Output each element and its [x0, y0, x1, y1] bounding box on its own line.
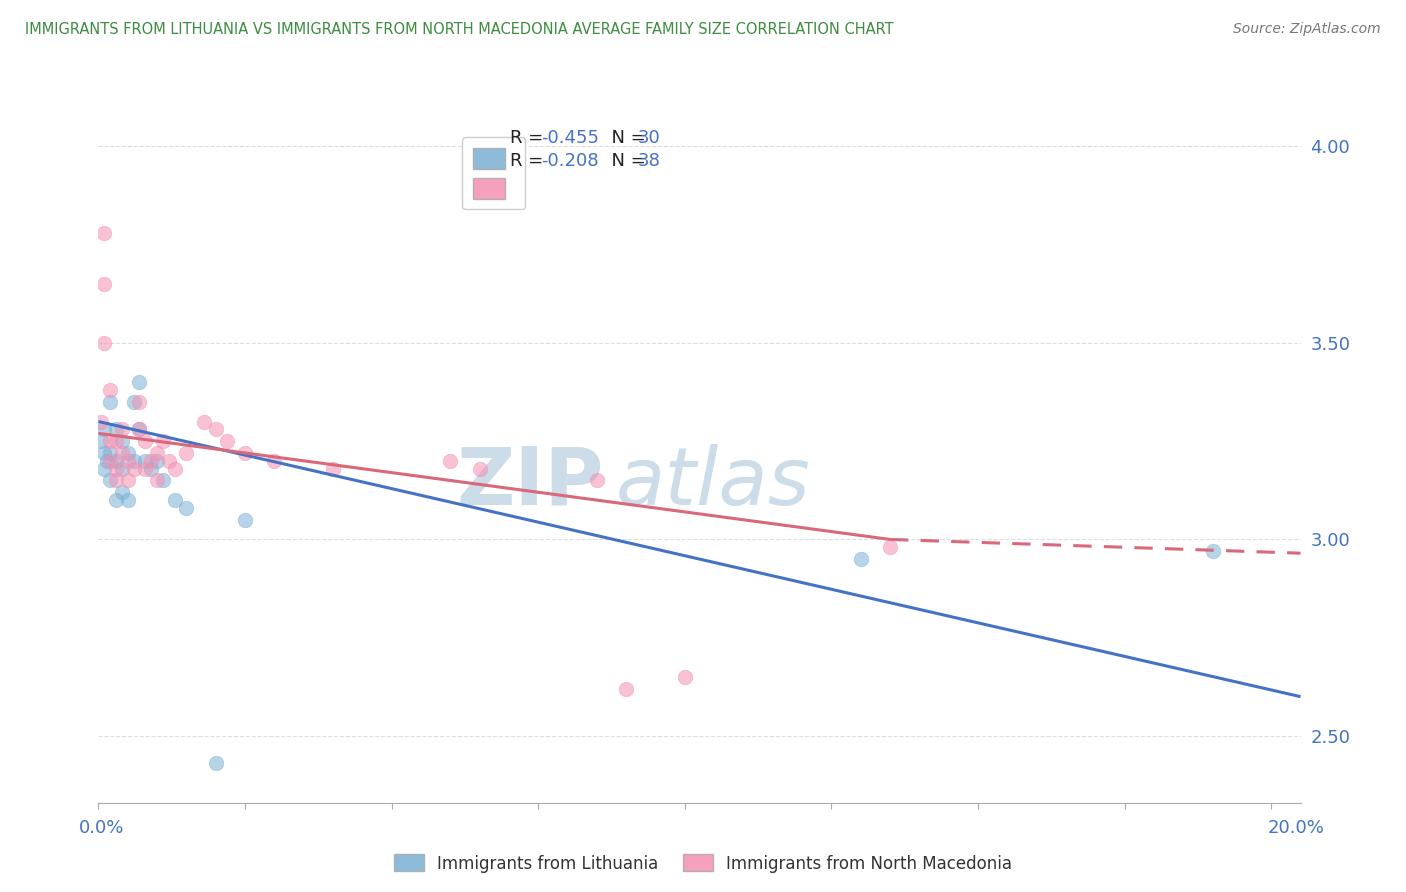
Point — [322, 461, 344, 475]
Point — [98, 474, 121, 488]
Point — [93, 446, 115, 460]
Point — [134, 434, 156, 449]
Point — [128, 422, 150, 436]
Point — [263, 454, 285, 468]
Point — [1201, 544, 1223, 558]
Point — [586, 474, 609, 488]
Point — [98, 383, 121, 397]
Point — [128, 375, 150, 389]
Point — [105, 474, 128, 488]
Point — [146, 446, 169, 460]
Point — [117, 493, 139, 508]
Text: ZIP: ZIP — [456, 443, 603, 522]
Text: atlas: atlas — [616, 443, 810, 522]
Point — [90, 434, 112, 449]
Point — [176, 500, 198, 515]
Point — [111, 461, 134, 475]
Point — [163, 493, 186, 508]
Point — [141, 454, 163, 468]
Point — [193, 415, 215, 429]
Point — [98, 454, 121, 468]
Point — [93, 335, 115, 350]
Point — [93, 422, 115, 436]
Point — [128, 395, 150, 409]
Text: 38: 38 — [638, 153, 661, 170]
Point — [105, 493, 128, 508]
Point — [217, 434, 239, 449]
Point — [90, 415, 112, 429]
Point — [233, 446, 256, 460]
Point — [105, 434, 128, 449]
Point — [439, 454, 461, 468]
Point — [98, 446, 121, 460]
Point — [111, 446, 134, 460]
Point — [117, 474, 139, 488]
Point — [111, 434, 134, 449]
Text: 30: 30 — [638, 128, 661, 146]
Text: 0.0%: 0.0% — [79, 819, 124, 837]
Point — [614, 681, 637, 696]
Point — [98, 395, 121, 409]
Legend: , : , — [463, 137, 526, 210]
Y-axis label: Average Family Size: Average Family Size — [0, 375, 7, 535]
Point — [163, 461, 186, 475]
Point — [141, 461, 163, 475]
Point — [849, 552, 872, 566]
Point — [93, 461, 115, 475]
Point — [111, 485, 134, 500]
Point — [105, 461, 128, 475]
Text: -0.455: -0.455 — [541, 128, 599, 146]
Text: R =: R = — [509, 153, 548, 170]
Point — [122, 461, 145, 475]
Point — [122, 395, 145, 409]
Point — [152, 474, 174, 488]
Text: 20.0%: 20.0% — [1268, 819, 1324, 837]
Legend: Immigrants from Lithuania, Immigrants from North Macedonia: Immigrants from Lithuania, Immigrants fr… — [387, 847, 1019, 880]
Point — [134, 454, 156, 468]
Point — [204, 422, 226, 436]
Point — [128, 422, 150, 436]
Text: -0.208: -0.208 — [541, 153, 599, 170]
Point — [146, 474, 169, 488]
Point — [879, 541, 901, 555]
Point — [105, 422, 128, 436]
Point — [673, 670, 696, 684]
Point — [117, 446, 139, 460]
Point — [233, 513, 256, 527]
Point — [93, 226, 115, 240]
Text: Source: ZipAtlas.com: Source: ZipAtlas.com — [1233, 22, 1381, 37]
Point — [157, 454, 180, 468]
Point — [98, 434, 121, 449]
Point — [96, 454, 118, 468]
Text: R =: R = — [509, 128, 548, 146]
Text: N =: N = — [600, 128, 651, 146]
Point — [105, 454, 128, 468]
Point — [152, 434, 174, 449]
Point — [204, 756, 226, 771]
Point — [122, 454, 145, 468]
Point — [146, 454, 169, 468]
Text: N =: N = — [600, 153, 651, 170]
Point — [117, 454, 139, 468]
Text: IMMIGRANTS FROM LITHUANIA VS IMMIGRANTS FROM NORTH MACEDONIA AVERAGE FAMILY SIZE: IMMIGRANTS FROM LITHUANIA VS IMMIGRANTS … — [25, 22, 894, 37]
Point — [134, 461, 156, 475]
Point — [468, 461, 491, 475]
Point — [111, 422, 134, 436]
Point — [176, 446, 198, 460]
Point — [93, 277, 115, 291]
